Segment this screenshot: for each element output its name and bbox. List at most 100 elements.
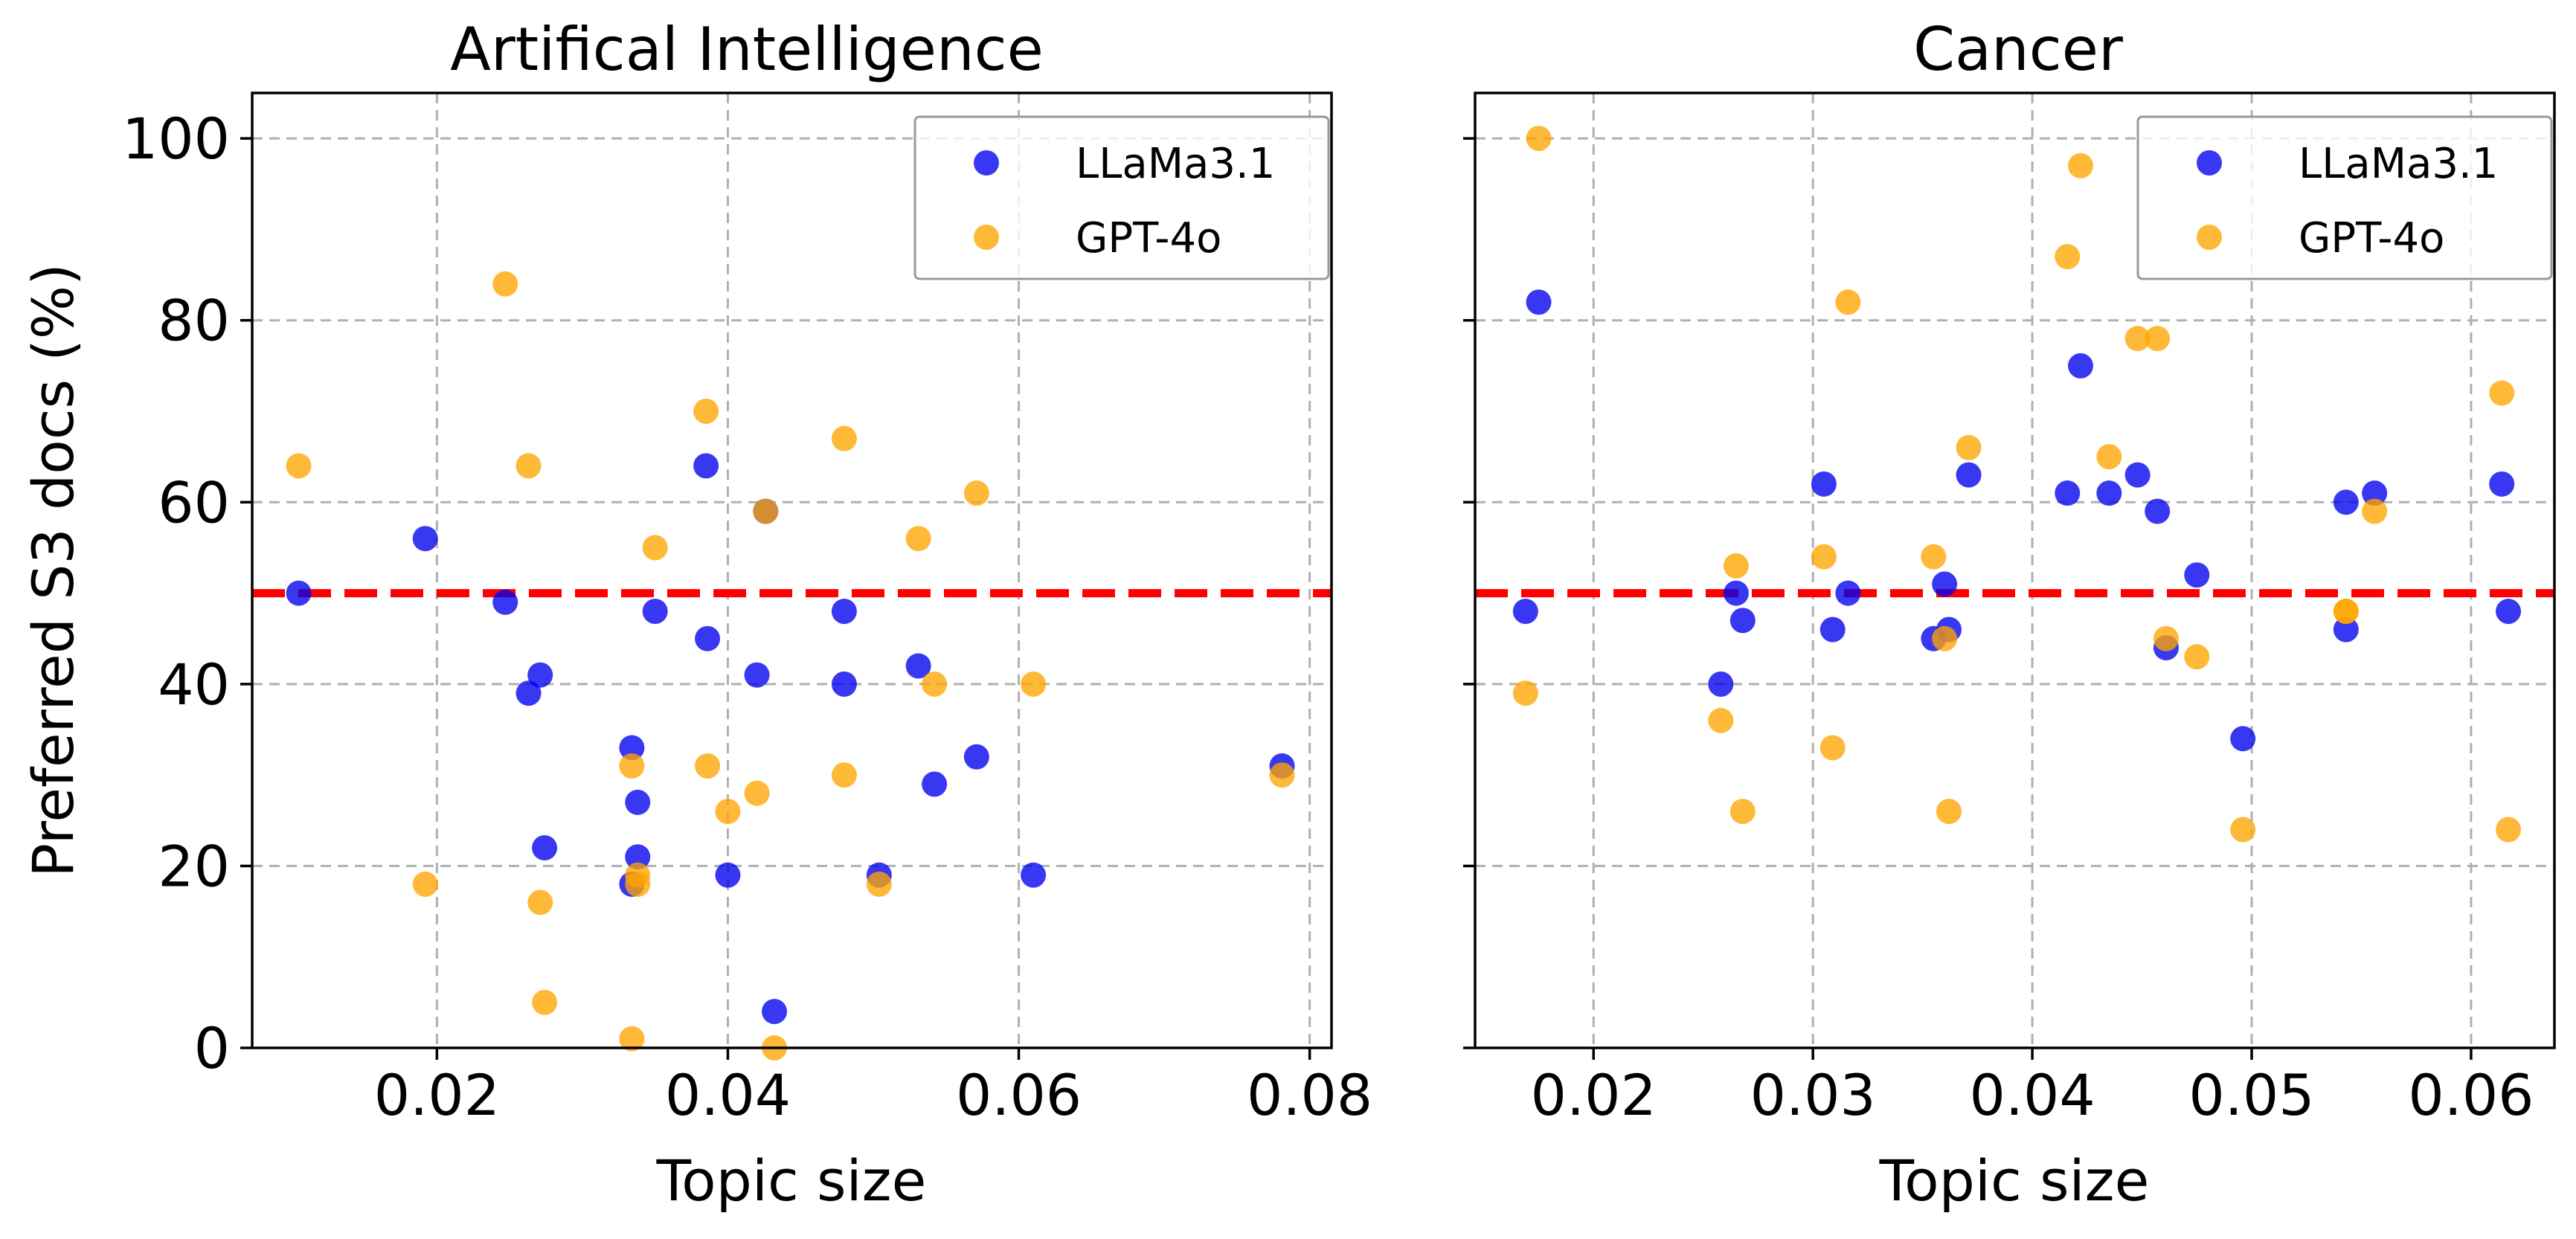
y-tick-label: 80	[158, 288, 230, 354]
data-point	[1956, 434, 1982, 460]
data-point	[2055, 244, 2081, 270]
data-point	[1512, 599, 1538, 625]
data-point	[831, 425, 857, 451]
data-point	[905, 653, 931, 679]
data-point	[492, 589, 518, 615]
x-tick-label: 0.02	[1531, 1062, 1657, 1128]
legend-marker	[974, 225, 999, 250]
data-point	[922, 771, 948, 797]
panel-title: Artifical Intelligence	[450, 15, 1044, 84]
legend-box	[913, 115, 1330, 280]
data-point	[1819, 617, 1846, 643]
x-tick-label: 0.03	[1750, 1062, 1876, 1128]
data-point	[1526, 289, 1552, 315]
panel-title: Cancer	[1913, 15, 2123, 84]
data-point	[1956, 462, 1982, 488]
data-point	[2362, 498, 2388, 524]
x-tick-label: 0.08	[1247, 1062, 1372, 1128]
data-point	[625, 871, 651, 897]
data-point	[831, 762, 857, 788]
data-point	[2184, 562, 2210, 588]
data-point	[2153, 625, 2179, 651]
plot-frame	[251, 91, 1333, 1049]
y-tick-label: 60	[158, 469, 230, 535]
data-point	[527, 662, 553, 688]
x-tick-label: 0.05	[2188, 1062, 2314, 1128]
y-tick-label: 40	[158, 651, 230, 718]
data-point	[1021, 862, 1047, 888]
data-point	[527, 889, 553, 915]
data-point	[2184, 644, 2210, 670]
data-point	[2489, 471, 2515, 497]
data-point	[866, 871, 892, 897]
data-point	[963, 480, 989, 506]
data-point	[2124, 326, 2151, 352]
data-point	[2230, 726, 2256, 752]
x-axis-label: Topic size	[1879, 1148, 2150, 1214]
data-point	[753, 498, 779, 524]
data-point	[2067, 152, 2093, 178]
y-axis-label: Preferred S3 docs (%)	[20, 263, 86, 878]
data-point	[1269, 762, 1295, 788]
x-axis-label: Topic size	[656, 1148, 927, 1214]
data-point	[412, 526, 438, 552]
legend-label: LLaMa3.1	[1076, 140, 1275, 188]
data-point	[642, 535, 668, 561]
data-points	[1512, 126, 2522, 843]
data-point	[1811, 544, 1837, 570]
data-point	[1819, 735, 1846, 761]
data-point	[1932, 625, 1958, 651]
data-point	[2496, 817, 2522, 843]
data-point	[532, 989, 558, 1015]
data-point	[2055, 480, 2081, 506]
data-point	[963, 744, 989, 770]
data-point	[905, 526, 931, 552]
legend-marker	[974, 150, 999, 176]
y-tick-label: 20	[158, 833, 230, 899]
data-point	[532, 834, 558, 860]
data-point	[1729, 799, 1756, 825]
data-point	[1936, 799, 1962, 825]
data-point	[286, 453, 312, 479]
data-point	[2489, 380, 2515, 406]
data-point	[922, 671, 948, 697]
data-point	[619, 753, 645, 779]
legend-marker	[2197, 150, 2222, 176]
data-point	[762, 999, 788, 1025]
legend-label: GPT-4o	[1076, 214, 1221, 263]
data-point	[619, 1026, 645, 1052]
plot-frame	[1474, 91, 2556, 1049]
data-point	[715, 799, 741, 825]
data-point	[1708, 671, 1734, 697]
x-tick-label: 0.04	[1969, 1062, 2095, 1128]
legend-marker	[2197, 225, 2222, 250]
data-point	[1723, 553, 1749, 579]
data-point	[1811, 471, 1837, 497]
data-point	[693, 453, 719, 479]
data-point	[2362, 480, 2388, 506]
x-tick-label: 0.04	[665, 1062, 791, 1128]
data-point	[1708, 707, 1734, 733]
data-point	[2096, 444, 2122, 470]
data-point	[744, 780, 770, 806]
data-point	[2333, 489, 2359, 515]
data-point	[2096, 480, 2122, 506]
data-point	[695, 753, 721, 779]
data-point	[831, 599, 857, 625]
data-point	[2496, 599, 2522, 625]
data-point	[1835, 580, 1861, 606]
data-point	[619, 735, 645, 761]
x-tick-label: 0.02	[374, 1062, 500, 1128]
data-point	[286, 580, 312, 606]
data-point	[625, 789, 651, 815]
data-point	[695, 625, 721, 651]
legend-box	[2136, 115, 2553, 280]
axis-ticks: 0.02 0.04 0.06 0.08 0 20 40 60 80 100	[122, 106, 1372, 1128]
data-point	[1021, 671, 1047, 697]
data-point	[1835, 289, 1861, 315]
x-tick-label: 0.06	[956, 1062, 1082, 1128]
legend: LLaMa3.1 GPT-4o	[913, 115, 1330, 280]
y-tick-label: 100	[122, 106, 230, 172]
data-point	[744, 662, 770, 688]
